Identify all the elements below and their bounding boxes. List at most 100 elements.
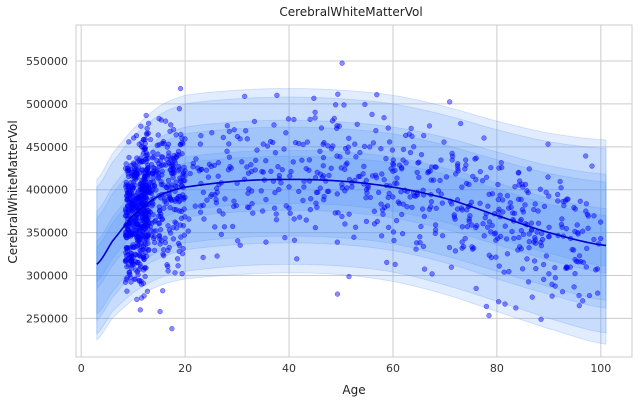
data-point [407, 149, 414, 156]
data-point [352, 141, 358, 147]
data-point [141, 223, 148, 229]
data-point [598, 235, 604, 242]
data-point [259, 208, 266, 214]
data-point [390, 229, 397, 235]
data-point [451, 212, 457, 218]
data-point [287, 210, 293, 216]
data-point [455, 161, 461, 167]
data-point [426, 206, 433, 212]
data-point [546, 224, 552, 231]
data-point [503, 236, 510, 242]
data-point [576, 292, 582, 299]
data-point [149, 232, 155, 238]
data-point [180, 223, 186, 229]
data-point [162, 235, 168, 241]
data-point [384, 259, 390, 266]
data-point [392, 167, 398, 174]
data-point [563, 264, 570, 270]
data-point [170, 155, 177, 162]
data-point [373, 127, 379, 134]
data-point [291, 237, 298, 243]
data-point [339, 181, 345, 188]
data-point [132, 182, 138, 188]
y-tick-label: 550000 [26, 55, 68, 68]
data-point [334, 191, 340, 197]
data-point [529, 294, 535, 300]
data-point [259, 168, 265, 175]
data-point [203, 167, 210, 173]
data-point [344, 185, 350, 191]
data-point [145, 120, 152, 126]
data-point [156, 208, 163, 214]
data-point [341, 102, 347, 108]
data-point [156, 232, 163, 238]
data-point [173, 207, 179, 213]
data-point [511, 210, 518, 217]
data-point [413, 240, 420, 246]
data-point [225, 167, 232, 173]
data-point [477, 169, 483, 175]
data-point [168, 122, 174, 128]
data-point [497, 233, 504, 240]
data-point [138, 144, 145, 150]
data-point [138, 210, 145, 216]
data-point [496, 165, 502, 171]
data-point [324, 188, 331, 195]
data-point [385, 224, 392, 231]
data-point [473, 177, 479, 183]
data-point [342, 188, 348, 194]
data-point [198, 166, 204, 173]
data-point [288, 168, 294, 175]
data-point [428, 199, 435, 205]
data-point [128, 193, 135, 199]
data-point [464, 223, 471, 230]
data-point [131, 171, 137, 178]
data-point [537, 186, 544, 192]
data-point [560, 198, 566, 205]
data-point [507, 200, 513, 206]
data-point [519, 266, 526, 272]
data-point [386, 190, 392, 197]
data-point [130, 197, 137, 204]
data-point [483, 303, 490, 310]
y-tick-label: 250000 [26, 312, 68, 325]
data-point [151, 228, 157, 234]
data-point [128, 250, 134, 256]
data-point [346, 211, 352, 217]
data-point [552, 283, 558, 289]
data-point [379, 207, 386, 213]
chart-title: CerebralWhiteMatterVol [279, 5, 422, 19]
data-point [268, 138, 274, 145]
data-point [407, 194, 413, 200]
data-point [296, 188, 302, 195]
data-point [349, 184, 355, 190]
data-point [122, 165, 129, 172]
data-point [413, 246, 419, 252]
data-point [182, 214, 188, 220]
data-point [291, 116, 297, 123]
data-point [127, 245, 133, 251]
data-point [386, 139, 393, 145]
data-point [580, 298, 586, 304]
data-point [149, 220, 155, 226]
data-point [582, 153, 589, 159]
data-point [379, 171, 385, 177]
data-point [136, 237, 142, 244]
data-point [165, 263, 171, 270]
data-point [425, 169, 432, 175]
data-point [214, 185, 220, 192]
data-point [371, 208, 378, 214]
data-point [337, 154, 343, 160]
data-point [258, 188, 264, 194]
data-point [374, 92, 380, 98]
data-point [502, 301, 508, 307]
data-point [526, 239, 532, 245]
data-point [513, 305, 519, 311]
data-point [122, 213, 129, 219]
data-point [390, 194, 396, 200]
data-point [585, 225, 591, 231]
data-point [160, 247, 167, 253]
data-point [151, 183, 158, 189]
data-point [531, 258, 538, 264]
data-point [545, 174, 551, 180]
